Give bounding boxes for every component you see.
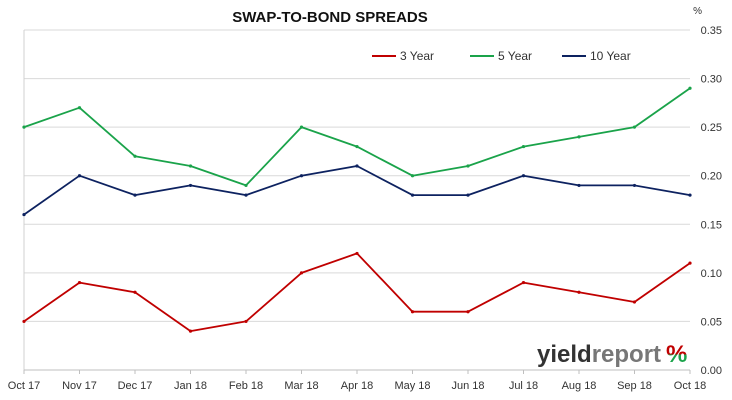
- data-point-5-year: [521, 144, 526, 149]
- data-point-10-year: [299, 174, 304, 178]
- x-tick-label: May 18: [394, 380, 430, 392]
- data-point-5-year: [577, 135, 581, 139]
- svg-text:yieldreport: yieldreport: [537, 341, 661, 368]
- data-point-3-year: [299, 271, 304, 275]
- data-point-10-year: [577, 183, 581, 188]
- y-axis-unit: %: [693, 6, 702, 17]
- legend-entry-label: 5 Year: [498, 49, 532, 63]
- x-tick-label: Sep 18: [617, 380, 652, 392]
- data-point-3-year: [244, 319, 248, 324]
- data-point-10-year: [410, 193, 415, 197]
- data-point-5-year: [77, 106, 82, 110]
- data-point-3-year: [577, 290, 581, 294]
- x-tick-label: Oct 17: [8, 380, 40, 392]
- data-point-5-year: [299, 125, 304, 129]
- data-point-5-year: [466, 164, 470, 168]
- data-point-5-year: [133, 154, 137, 158]
- data-point-10-year: [22, 212, 26, 217]
- x-tick-label: Feb 18: [229, 380, 263, 392]
- chart-title: SWAP-TO-BOND SPREADS: [232, 9, 428, 26]
- series-line-3-year: [23, 252, 691, 333]
- data-point-3-year: [188, 329, 193, 333]
- x-tick-label: Nov 17: [62, 380, 97, 392]
- data-point-3-year: [22, 319, 26, 324]
- data-point-10-year: [77, 174, 82, 178]
- y-tick-label: 0.20: [701, 171, 722, 183]
- data-point-5-year: [22, 125, 26, 129]
- data-point-3-year: [688, 261, 692, 265]
- series-lines: [22, 86, 692, 333]
- data-point-5-year: [632, 125, 637, 129]
- logo-word-yield: yield: [537, 341, 592, 368]
- legend-entry-label: 10 Year: [590, 49, 631, 63]
- data-point-5-year: [355, 144, 359, 149]
- y-tick-label: 0.05: [701, 316, 722, 328]
- series-line-5-year: [23, 87, 691, 187]
- data-point-3-year: [355, 251, 359, 256]
- logo-word-report: report: [592, 341, 661, 368]
- x-tick-label: Dec 17: [118, 380, 153, 392]
- logo-percent-icon: %: [666, 341, 687, 368]
- data-point-3-year: [521, 280, 526, 285]
- yieldreport-logo: yieldreport %: [537, 341, 687, 368]
- data-point-10-year: [521, 174, 526, 178]
- data-point-10-year: [466, 193, 470, 197]
- x-tick-label: Oct 18: [674, 380, 706, 392]
- y-tick-label: 0.30: [701, 74, 722, 86]
- data-point-5-year: [410, 174, 415, 178]
- x-tick-label: Mar 18: [284, 380, 318, 392]
- x-tick-label: Apr 18: [341, 380, 373, 392]
- data-point-3-year: [410, 310, 415, 314]
- data-point-10-year: [133, 193, 137, 197]
- legend: 3 Year 5 Year 10 Year: [372, 49, 631, 63]
- x-axis-ticks: Oct 17 Nov 17 Dec 17 Jan 18 Feb 18 Mar 18 Apr …: [8, 370, 706, 392]
- y-axis-ticks: 0.00 0.05 0.10 0.15 0.20 0.25 0.30 0.35: [701, 25, 722, 377]
- data-point-3-year: [133, 290, 137, 294]
- data-point-10-year: [632, 183, 637, 188]
- data-point-10-year: [355, 164, 359, 168]
- x-tick-label: Jan 18: [174, 380, 207, 392]
- data-point-3-year: [632, 300, 637, 304]
- data-point-10-year: [244, 193, 248, 197]
- y-tick-label: 0.25: [701, 122, 722, 134]
- y-tick-label: 0.10: [701, 268, 722, 280]
- x-tick-label: Jul 18: [509, 380, 538, 392]
- data-point-5-year: [244, 183, 248, 188]
- data-point-3-year: [466, 310, 470, 314]
- gridlines: [24, 29, 690, 322]
- y-tick-label: 0.35: [701, 25, 722, 37]
- x-tick-label: Aug 18: [562, 380, 597, 392]
- y-tick-label: 0.00: [701, 365, 722, 377]
- y-tick-label: 0.15: [701, 219, 722, 231]
- series-line-10-year: [23, 165, 691, 216]
- data-point-5-year: [188, 164, 193, 168]
- legend-entry-label: 3 Year: [400, 49, 434, 63]
- x-tick-label: Jun 18: [451, 380, 484, 392]
- data-point-3-year: [77, 280, 82, 285]
- data-point-10-year: [188, 183, 193, 188]
- data-point-10-year: [688, 193, 692, 197]
- data-point-5-year: [688, 86, 692, 90]
